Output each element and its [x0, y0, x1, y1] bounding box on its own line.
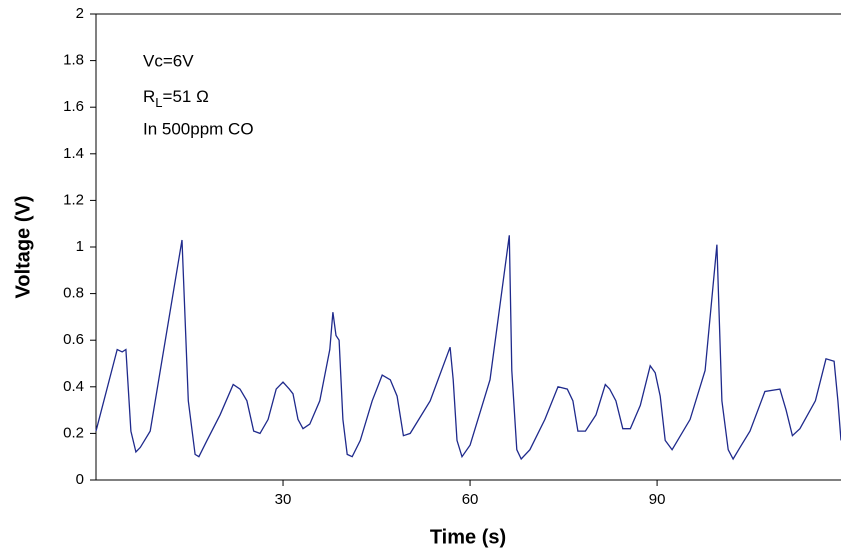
annotation: RL=51 Ω — [143, 87, 209, 110]
y-tick-label: 0.6 — [63, 331, 84, 348]
annotation-subscript: L — [155, 95, 162, 110]
y-axis-title: Voltage (V) — [12, 196, 34, 299]
x-tick-label: 60 — [462, 491, 479, 508]
y-tick-label: 2 — [76, 5, 84, 22]
annotation-part: =51 Ω — [163, 87, 209, 106]
y-tick-label: 1.4 — [63, 145, 84, 162]
y-tick-label: 0 — [76, 471, 84, 488]
data-line — [95, 235, 841, 461]
y-tick-label: 1.2 — [63, 191, 84, 208]
x-tick-label: 90 — [649, 491, 666, 508]
y-tick-label: 1.6 — [63, 98, 84, 115]
y-tick-label: 0.8 — [63, 285, 84, 302]
annotation-part: R — [143, 87, 155, 106]
annotation: In 500ppm CO — [143, 119, 254, 138]
x-tick-label: 30 — [275, 491, 292, 508]
x-axis-title: Time (s) — [430, 526, 506, 548]
y-tick-label: 1.8 — [63, 52, 84, 69]
y-tick-label: 0.4 — [63, 378, 84, 395]
annotation: Vc=6V — [143, 51, 194, 70]
y-tick-label: 1 — [76, 238, 84, 255]
y-tick-label: 0.2 — [63, 424, 84, 441]
